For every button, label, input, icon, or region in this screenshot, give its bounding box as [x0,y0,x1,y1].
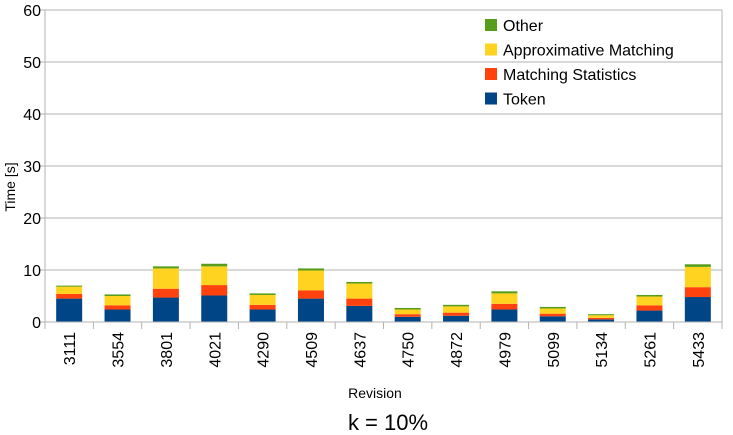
bar-segment [56,299,82,322]
x-tick-label: 3554 [111,332,128,368]
bar-segment [491,304,517,310]
bar-segment [298,271,324,291]
bar-segment [685,287,711,297]
bar-segment [443,313,469,316]
bar-segment [153,298,179,322]
bar-segment [346,284,372,299]
bar-segment [250,295,276,305]
x-tick-label: 5099 [546,332,563,368]
bar-segment [540,308,566,313]
y-axis-ticks: 0 10 20 30 40 50 60 [23,3,45,332]
y-tick-label: 10 [23,263,41,280]
legend-swatch [485,93,497,105]
bar-segment [153,268,179,288]
legend-swatch [485,19,497,31]
bar-segment [636,297,662,306]
bars [56,264,711,322]
x-tick-label: 4979 [497,332,514,368]
bar-segment [201,266,227,285]
bar-segment [346,299,372,306]
chart-caption: k = 10% [348,410,428,435]
bar-segment [56,294,82,299]
x-tick-label: 5134 [594,332,611,368]
legend-label: Token [503,92,546,109]
bar-segment [540,314,566,317]
x-tick-label: 4750 [401,332,418,368]
bar-segment [298,290,324,298]
bar-segment [201,285,227,295]
x-tick-label: 4021 [207,332,224,368]
bar-segment [105,296,131,305]
bar-segment [540,316,566,322]
bar-segment [298,299,324,322]
x-axis-title: Revision [348,385,402,401]
bar-segment [588,314,614,315]
bar-segment [105,305,131,309]
bar-segment [298,268,324,270]
bar-segment [201,264,227,267]
bar-segment [443,306,469,312]
bar-segment [153,289,179,298]
bar-segment [250,305,276,310]
bar-segment [346,306,372,322]
bar-segment [636,311,662,322]
bar-segment [540,307,566,309]
x-tick-label: 4290 [256,332,273,368]
bar-segment [56,286,82,287]
bar-segment [105,294,131,296]
bar-segment [395,317,421,322]
bar-segment [636,295,662,297]
legend-swatch [485,68,497,80]
bar-segment [443,316,469,322]
bar-segment [636,305,662,310]
legend-label: Other [503,18,544,35]
bar-segment [491,310,517,322]
y-tick-label: 20 [23,211,41,228]
bar-segment [685,297,711,322]
legend-label: Approximative Matching [503,43,674,60]
x-tick-label: 4872 [449,332,466,368]
y-tick-label: 40 [23,107,41,124]
x-tick-label: 5433 [691,332,708,368]
y-tick-label: 60 [23,3,41,20]
y-tick-label: 50 [23,55,41,72]
x-axis-ticks: 3111 3554 3801 4021 4290 4509 4637 4750 4872 4979… [45,322,722,368]
legend-swatch [485,44,497,56]
bar-segment [250,293,276,295]
bar-segment [395,314,421,317]
y-tick-label: 30 [23,159,41,176]
x-tick-label: 5261 [642,332,659,368]
bar-segment [153,266,179,268]
bar-segment [346,282,372,284]
legend-label: Matching Statistics [503,67,636,84]
bar-segment [395,308,421,310]
bar-segment [201,295,227,322]
x-tick-label: 3111 [62,332,79,365]
bar-segment [443,305,469,307]
bar-segment [685,264,711,267]
bar-segment [395,310,421,315]
bar-segment [250,310,276,322]
bar-segment [491,293,517,303]
bar-segment [56,287,82,294]
bar-segment [588,315,614,318]
y-axis-title: Time [s] [2,162,18,211]
bar-segment [105,310,131,322]
bar-segment [588,318,614,320]
bar-segment [685,267,711,287]
y-tick-label: 0 [32,315,41,332]
bar-segment [491,291,517,293]
x-tick-label: 4637 [352,332,369,368]
x-tick-label: 4509 [304,332,321,368]
legend: Other Approximative Matching Matching Stat… [485,18,674,109]
x-tick-label: 3801 [159,332,176,368]
